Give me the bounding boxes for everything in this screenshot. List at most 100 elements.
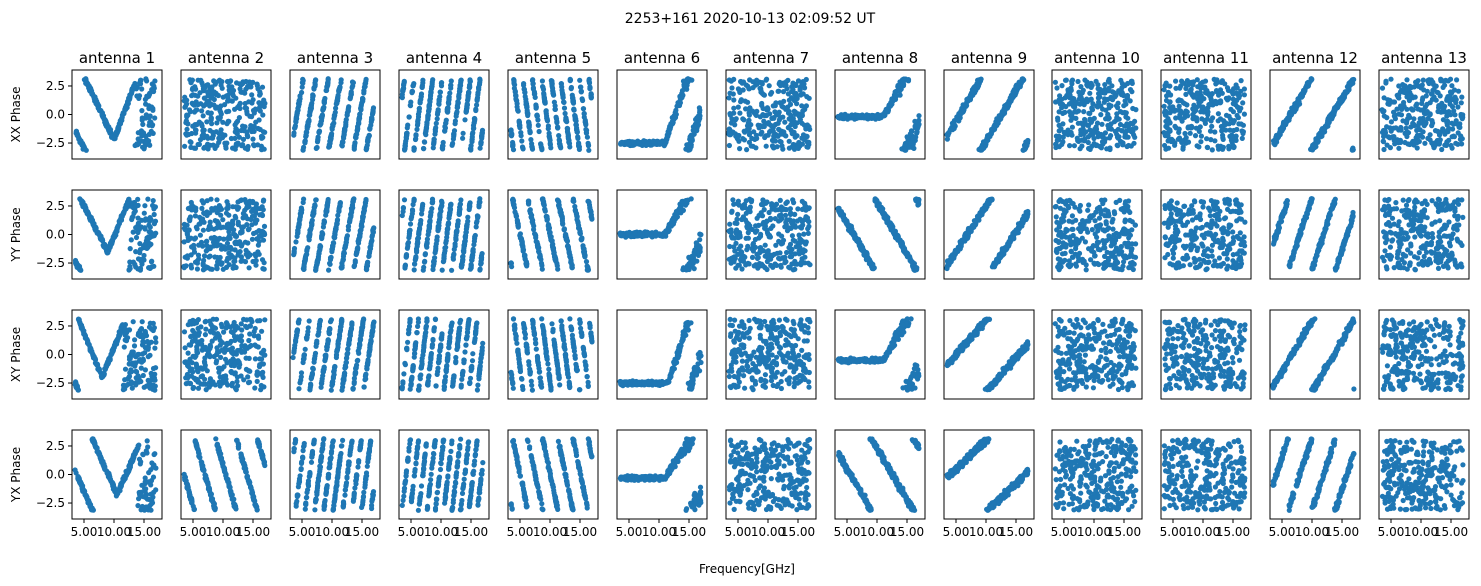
scatter-point: [87, 86, 93, 93]
scatter-point: [1196, 144, 1202, 150]
scatter-point: [744, 147, 750, 153]
scatter-point: [1387, 135, 1393, 141]
scatter-point: [255, 86, 261, 92]
scatter-point: [727, 112, 734, 118]
scatter-point: [401, 78, 407, 84]
scatter-point: [225, 235, 231, 242]
scatter-point: [540, 86, 547, 92]
scatter-point: [224, 199, 230, 205]
scatter-point: [260, 229, 266, 235]
scatter-point: [1185, 139, 1192, 145]
scatter-point: [561, 105, 568, 111]
scatter-point: [139, 86, 145, 92]
scatter-point: [202, 266, 208, 272]
scatter-point: [746, 139, 753, 145]
scatter-point: [1441, 106, 1447, 112]
scatter-point: [1435, 128, 1441, 134]
scatter-point: [1108, 133, 1114, 139]
scatter-point: [226, 262, 232, 268]
scatter-point: [1412, 94, 1418, 100]
scatter-point: [519, 144, 526, 150]
scatter-point: [300, 147, 306, 153]
scatter-point: [257, 212, 263, 218]
scatter-point: [562, 110, 568, 117]
scatter-point: [1086, 110, 1092, 116]
scatter-point: [576, 141, 582, 148]
panel-title: antenna 9: [951, 49, 1027, 67]
scatter-point: [726, 95, 732, 101]
scatter-point: [729, 85, 735, 91]
panel-r1-c7: antenna 7: [725, 49, 817, 160]
scatter-point: [364, 262, 370, 268]
scatter-point: [1200, 84, 1206, 90]
scatter-point: [1069, 124, 1075, 130]
scatter-point: [1115, 105, 1121, 111]
scatter-point: [197, 214, 203, 220]
scatter-point: [363, 198, 369, 204]
scatter-point: [687, 144, 694, 150]
scatter-point: [793, 81, 799, 87]
scatter-point: [250, 136, 256, 142]
scatter-point: [212, 254, 218, 260]
scatter-point: [1439, 146, 1445, 153]
scatter-point: [199, 205, 205, 211]
scatter-point: [247, 252, 253, 258]
scatter-point: [1127, 127, 1133, 133]
scatter-point: [1122, 131, 1128, 137]
scatter-point: [1451, 133, 1457, 139]
scatter-point: [184, 131, 190, 138]
scatter-point: [300, 199, 306, 206]
scatter-point: [411, 267, 417, 273]
scatter-point: [403, 134, 409, 140]
scatter-point: [237, 105, 243, 112]
scatter-point: [472, 118, 478, 124]
scatter-point: [1197, 98, 1203, 105]
scatter-point: [1435, 90, 1441, 96]
scatter-points: [291, 76, 377, 153]
scatter-point: [414, 126, 420, 132]
scatter-point: [1420, 77, 1426, 83]
scatter-point: [1204, 144, 1210, 150]
scatter-point: [1460, 114, 1466, 120]
scatter-point: [529, 144, 535, 150]
scatter-point: [1197, 124, 1203, 130]
scatter-point: [106, 124, 112, 130]
scatter-points: [399, 196, 485, 273]
panel-title: antenna 5: [515, 49, 591, 67]
scatter-point: [139, 115, 145, 121]
scatter-point: [1349, 147, 1355, 153]
scatter-point: [759, 129, 765, 135]
scatter-point: [253, 107, 259, 113]
scatter-point: [727, 127, 733, 133]
scatter-point: [786, 116, 792, 122]
panel-r1-c12: antenna 12: [1269, 49, 1361, 160]
scatter-point: [229, 223, 235, 229]
scatter-point: [474, 95, 481, 101]
scatter-point: [731, 76, 737, 82]
scatter-point: [245, 240, 251, 246]
panel-r1-c6: antenna 6: [616, 49, 708, 160]
scatter-point: [464, 102, 470, 108]
scatter-point: [1074, 109, 1080, 115]
scatter-point: [147, 224, 153, 230]
scatter-point: [549, 80, 555, 86]
scatter-point: [1451, 87, 1458, 93]
scatter-point: [1424, 101, 1430, 107]
scatter-point: [543, 108, 549, 114]
scatter-point: [1239, 135, 1245, 141]
scatter-point: [1422, 140, 1428, 146]
scatter-point: [517, 123, 523, 129]
scatter-point: [341, 132, 347, 138]
scatter-point: [200, 200, 206, 206]
scatter-point: [233, 204, 239, 210]
scatter-point: [452, 118, 458, 124]
scatter-point: [146, 265, 152, 271]
scatter-point: [803, 103, 810, 109]
scatter-point: [189, 207, 195, 213]
scatter-point: [1085, 139, 1091, 146]
scatter-point: [458, 78, 464, 84]
scatter-point: [132, 261, 138, 267]
scatter-point: [670, 118, 676, 124]
scatter-point: [457, 88, 463, 94]
scatter-point: [137, 81, 144, 87]
